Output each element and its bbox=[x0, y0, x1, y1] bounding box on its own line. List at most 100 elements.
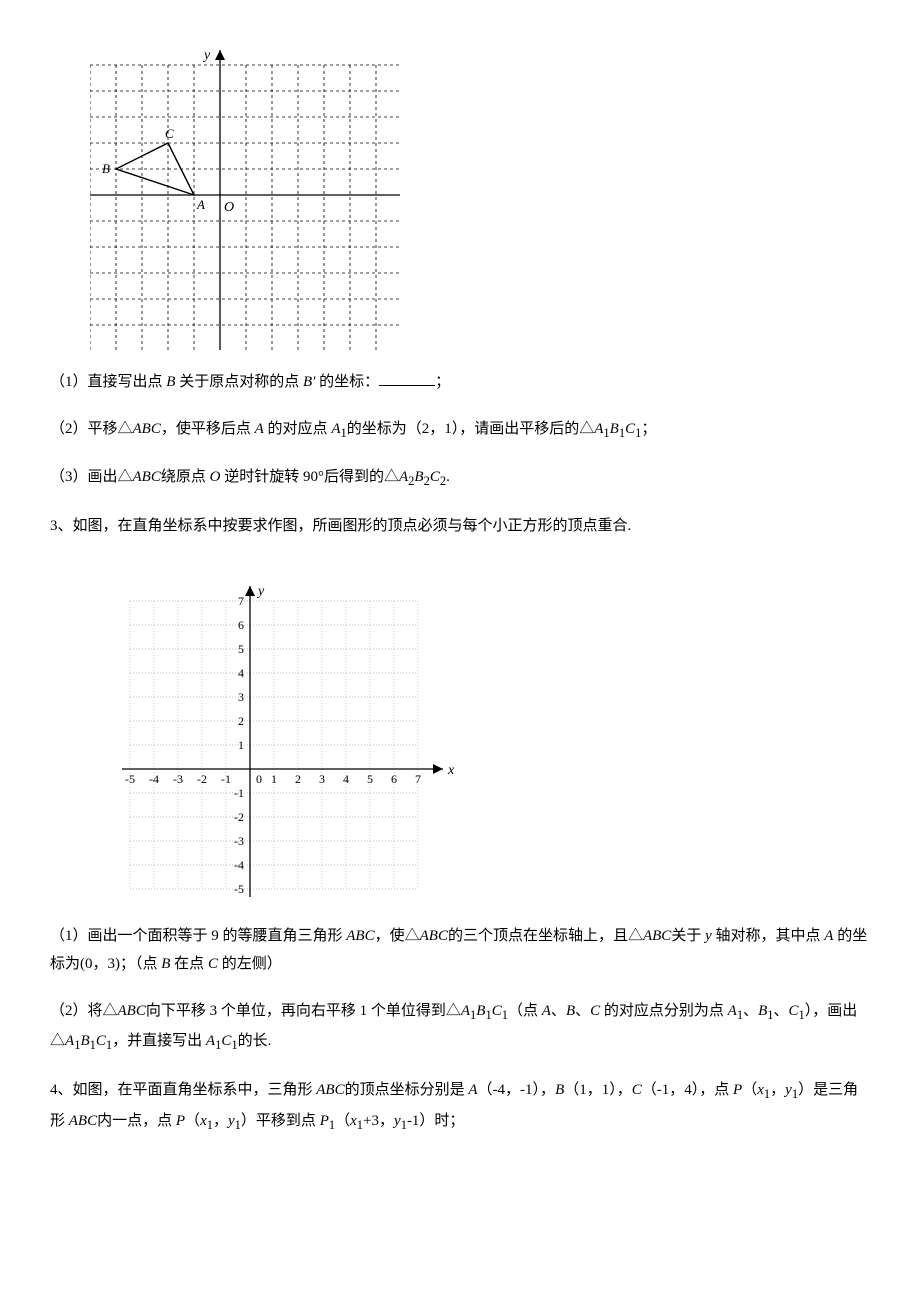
svg-text:y: y bbox=[256, 584, 265, 599]
p4-abc: ABC bbox=[316, 1082, 344, 1098]
q2-e: ； bbox=[641, 421, 656, 437]
problem-4: 4、如图，在平面直角坐标系中，三角形 ABC的顶点坐标分别是 A（-4，-1），… bbox=[50, 1076, 870, 1138]
p32-A1d: A bbox=[206, 1033, 215, 1049]
p3-intro-text: 3、如图，在直角坐标系中按要求作图，所画图形的顶点必须与每个小正方形的顶点重合. bbox=[50, 518, 631, 534]
p32-C: C bbox=[590, 1003, 600, 1019]
p32-C1: C bbox=[492, 1003, 502, 1019]
q2-c: 的对应点 bbox=[264, 421, 332, 437]
q2-b: ，使平移后点 bbox=[161, 421, 255, 437]
p4-P2: P bbox=[176, 1113, 185, 1129]
q2-a: （2）平移△ bbox=[50, 421, 133, 437]
problem-3-1: （1）画出一个面积等于 9 的等腰直角三角形 ABC，使△ABC的三个顶点在坐标… bbox=[50, 922, 870, 979]
p4-cA: （-4，-1） bbox=[478, 1082, 541, 1098]
p32-c: （点 bbox=[508, 1003, 542, 1019]
p4-c2: ， bbox=[617, 1082, 632, 1098]
p4-f: ， bbox=[770, 1082, 785, 1098]
p4-y1: y bbox=[785, 1082, 792, 1098]
q2-abc: ABC bbox=[133, 421, 161, 437]
q2-d: 的坐标为（2，1），请画出平移后的△ bbox=[347, 421, 595, 437]
svg-text:-3: -3 bbox=[234, 834, 244, 848]
p31-e: 轴对称，其中点 bbox=[712, 928, 825, 944]
p4-abc2: ABC bbox=[69, 1113, 97, 1129]
svg-text:-2: -2 bbox=[197, 772, 207, 786]
p4-f2: ， bbox=[213, 1113, 228, 1129]
p31-abc: ABC bbox=[346, 928, 374, 944]
p4-b: 的顶点坐标分别是 bbox=[345, 1082, 469, 1098]
problem-3-2: （2）将△ABC向下平移 3 个单位，再向右平移 1 个单位得到△A1B1C1（… bbox=[50, 997, 870, 1059]
q3-c: 逆时针旋转 90°后得到的△ bbox=[220, 469, 399, 485]
p4-cB: （1，1） bbox=[564, 1082, 617, 1098]
q2-C1: C bbox=[625, 421, 635, 437]
p4-cC: （-1，4） bbox=[642, 1082, 700, 1098]
p31-a: （1）画出一个面积等于 9 的等腰直角三角形 bbox=[50, 928, 346, 944]
svg-text:6: 6 bbox=[238, 618, 244, 632]
svg-text:3: 3 bbox=[319, 772, 325, 786]
svg-text:3: 3 bbox=[238, 690, 244, 704]
figure-2: -5-4-3-2-11234567-5-4-3-2-112345670xy bbox=[90, 559, 870, 904]
p32-d2: 、 bbox=[575, 1003, 590, 1019]
p32-a: （2）将△ bbox=[50, 1003, 118, 1019]
svg-text:-1: -1 bbox=[221, 772, 231, 786]
q3-A2: A bbox=[399, 469, 408, 485]
figure-1: xyOABC bbox=[90, 50, 870, 350]
svg-text:6: 6 bbox=[391, 772, 397, 786]
svg-text:2: 2 bbox=[295, 772, 301, 786]
p4-e: （ bbox=[742, 1082, 757, 1098]
p4-c1: ， bbox=[540, 1082, 555, 1098]
question-2-3: （3）画出△ABC绕原点 O 逆时针旋转 90°后得到的△A2B2C2. bbox=[50, 463, 870, 494]
svg-text:-3: -3 bbox=[173, 772, 183, 786]
p4-y1b: y bbox=[228, 1113, 235, 1129]
p32-A: A bbox=[542, 1003, 551, 1019]
p32-B1b: B bbox=[758, 1003, 767, 1019]
p31-y: y bbox=[705, 928, 712, 944]
p4-C: C bbox=[632, 1082, 642, 1098]
coordinate-grid-1: xyOABC bbox=[90, 50, 400, 350]
p4-y1c: y bbox=[394, 1113, 401, 1129]
p4-A: A bbox=[468, 1082, 477, 1098]
svg-text:0: 0 bbox=[256, 772, 262, 786]
svg-text:-4: -4 bbox=[234, 858, 244, 872]
svg-text:4: 4 bbox=[343, 772, 349, 786]
p32-d3: 、 bbox=[743, 1003, 758, 1019]
q3-C2: C bbox=[430, 469, 440, 485]
p4-P: P bbox=[733, 1082, 742, 1098]
q2-B1: B bbox=[610, 421, 619, 437]
p4-h: 内一点，点 bbox=[97, 1113, 176, 1129]
svg-text:7: 7 bbox=[238, 594, 244, 608]
blank-fill bbox=[379, 370, 435, 386]
svg-text:-1: -1 bbox=[234, 786, 244, 800]
svg-text:y: y bbox=[202, 50, 211, 63]
question-2-1: （1）直接写出点 B 关于原点对称的点 B′ 的坐标：； bbox=[50, 368, 870, 397]
p4-B: B bbox=[555, 1082, 564, 1098]
svg-text:2: 2 bbox=[238, 714, 244, 728]
p4-e2: （ bbox=[185, 1113, 200, 1129]
svg-text:A: A bbox=[196, 197, 205, 212]
q3-B2: B bbox=[414, 469, 423, 485]
svg-text:1: 1 bbox=[238, 738, 244, 752]
question-2-2: （2）平移△ABC，使平移后点 A 的对应点 A1的坐标为（2，1），请画出平移… bbox=[50, 415, 870, 446]
p4-x1: x bbox=[757, 1082, 764, 1098]
p4-d: ，点 bbox=[699, 1082, 733, 1098]
p32-A1c: A bbox=[65, 1033, 74, 1049]
q1-text-d: ； bbox=[435, 374, 450, 390]
p31-C: C bbox=[208, 956, 218, 972]
p4-j: +3， bbox=[363, 1113, 394, 1129]
p32-B: B bbox=[566, 1003, 575, 1019]
q3-b: 绕原点 bbox=[161, 469, 210, 485]
svg-text:B: B bbox=[102, 161, 110, 176]
svg-text:4: 4 bbox=[238, 666, 244, 680]
p4-k: -1）时； bbox=[407, 1113, 465, 1129]
p4-a: 4、如图，在平面直角坐标系中，三角形 bbox=[50, 1082, 316, 1098]
svg-text:-2: -2 bbox=[234, 810, 244, 824]
p32-e: 的对应点分别为点 bbox=[600, 1003, 728, 1019]
p31-g: 在点 bbox=[170, 956, 208, 972]
p32-A1: A bbox=[461, 1003, 470, 1019]
q3-a: （3）画出△ bbox=[50, 469, 133, 485]
p32-h: 的长. bbox=[238, 1033, 272, 1049]
svg-text:5: 5 bbox=[367, 772, 373, 786]
coordinate-grid-2: -5-4-3-2-11234567-5-4-3-2-112345670xy bbox=[90, 559, 490, 904]
p4-x1c: x bbox=[350, 1113, 357, 1129]
p4-x1b: x bbox=[200, 1113, 207, 1129]
problem-3-intro: 3、如图，在直角坐标系中按要求作图，所画图形的顶点必须与每个小正方形的顶点重合. bbox=[50, 512, 870, 541]
q2-A: A bbox=[255, 421, 264, 437]
